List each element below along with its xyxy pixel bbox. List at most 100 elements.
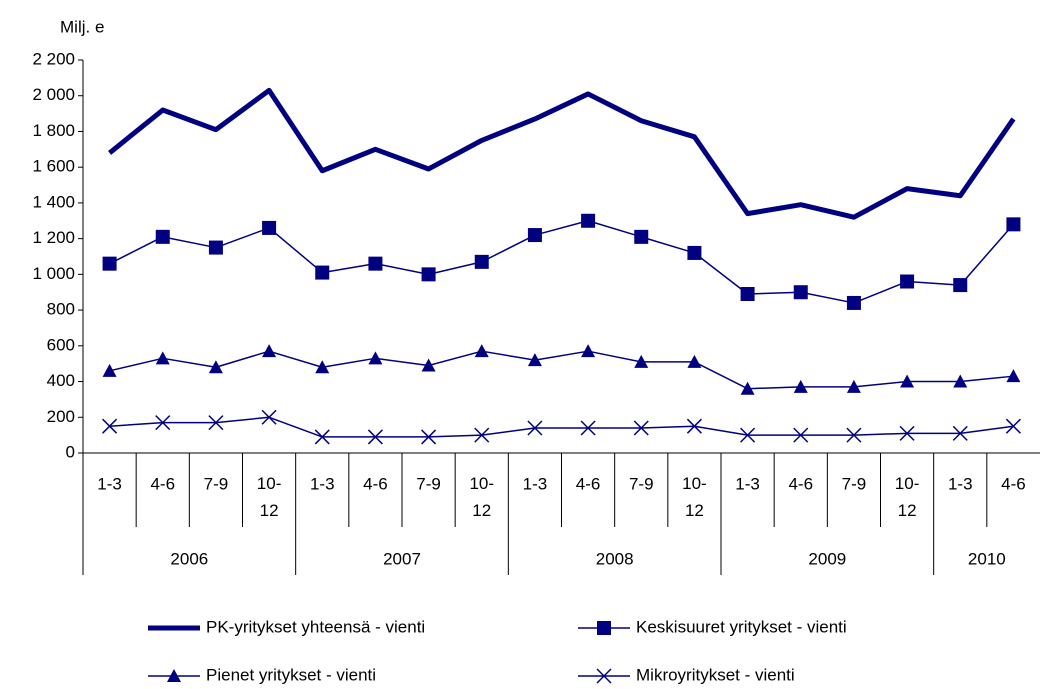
series-line bbox=[109, 220, 1014, 304]
marker bbox=[367, 429, 383, 445]
x-tick-label: 7-9 bbox=[204, 474, 229, 493]
group-label: 2006 bbox=[170, 549, 208, 568]
y-tick-label: 1 400 bbox=[32, 192, 75, 211]
marker bbox=[740, 381, 755, 395]
x-tick-label: 10-12 bbox=[682, 474, 707, 520]
marker bbox=[315, 360, 330, 374]
marker bbox=[421, 358, 436, 372]
marker bbox=[953, 278, 968, 293]
marker bbox=[793, 379, 808, 393]
marker bbox=[261, 409, 277, 425]
marker bbox=[155, 229, 170, 244]
marker bbox=[900, 374, 915, 388]
marker bbox=[315, 265, 330, 280]
marker bbox=[687, 354, 702, 368]
marker bbox=[900, 274, 915, 289]
y-tick-label: 0 bbox=[66, 442, 75, 461]
marker bbox=[580, 420, 596, 436]
series-line bbox=[108, 87, 1016, 220]
group-label: 2009 bbox=[808, 549, 846, 568]
y-tick-label: 800 bbox=[47, 300, 75, 319]
x-tick-label: 1-3 bbox=[948, 474, 973, 493]
marker bbox=[208, 360, 223, 374]
x-tick-label: 4-6 bbox=[1001, 474, 1026, 493]
y-tick-label: 2 000 bbox=[32, 85, 75, 104]
y-tick-label: 1 800 bbox=[32, 121, 75, 140]
marker bbox=[102, 363, 117, 377]
y-axis-label: Milj. e bbox=[60, 17, 104, 36]
group-label: 2007 bbox=[383, 549, 421, 568]
marker bbox=[421, 267, 436, 282]
marker bbox=[634, 354, 649, 368]
x-tick-label: 1-3 bbox=[735, 474, 760, 493]
y-tick-label: 200 bbox=[47, 407, 75, 426]
marker bbox=[793, 285, 808, 300]
legend-label: Mikroyritykset - vienti bbox=[636, 665, 795, 684]
legend-label: Pienet yritykset - vienti bbox=[206, 665, 376, 684]
series-line bbox=[109, 416, 1014, 438]
marker bbox=[581, 344, 596, 358]
marker bbox=[953, 374, 968, 388]
marker bbox=[262, 220, 277, 235]
x-tick-label: 4-6 bbox=[576, 474, 601, 493]
marker bbox=[527, 353, 542, 367]
marker bbox=[421, 429, 437, 445]
x-tick-label: 4-6 bbox=[363, 474, 388, 493]
marker bbox=[634, 229, 649, 244]
x-tick-label: 1-3 bbox=[97, 474, 122, 493]
x-tick-label: 7-9 bbox=[416, 474, 441, 493]
marker bbox=[368, 351, 383, 365]
marker bbox=[102, 418, 118, 434]
marker bbox=[155, 351, 170, 365]
group-label: 2008 bbox=[596, 549, 634, 568]
x-tick-label: 1-3 bbox=[523, 474, 548, 493]
marker bbox=[314, 429, 330, 445]
legend-label: PK-yritykset yhteensä - vienti bbox=[206, 617, 425, 636]
y-tick-label: 600 bbox=[47, 335, 75, 354]
marker bbox=[102, 256, 117, 271]
marker bbox=[155, 415, 171, 431]
marker bbox=[1006, 369, 1021, 383]
marker bbox=[740, 287, 755, 302]
marker bbox=[368, 256, 383, 271]
marker bbox=[581, 213, 596, 228]
group-label: 2010 bbox=[968, 549, 1006, 568]
marker bbox=[899, 425, 915, 441]
marker bbox=[208, 415, 224, 431]
marker bbox=[474, 254, 489, 269]
marker bbox=[1006, 217, 1021, 232]
x-tick-label: 1-3 bbox=[310, 474, 335, 493]
marker bbox=[262, 344, 277, 358]
x-tick-label: 10-12 bbox=[469, 474, 494, 520]
y-tick-label: 1 600 bbox=[32, 157, 75, 176]
marker bbox=[208, 240, 223, 255]
x-tick-label: 10-12 bbox=[895, 474, 920, 520]
marker bbox=[527, 228, 542, 243]
marker bbox=[474, 344, 489, 358]
legend-marker bbox=[596, 668, 612, 684]
y-tick-label: 400 bbox=[47, 371, 75, 390]
x-tick-label: 4-6 bbox=[150, 474, 175, 493]
marker bbox=[686, 418, 702, 434]
x-tick-label: 7-9 bbox=[842, 474, 867, 493]
y-tick-label: 1 000 bbox=[32, 264, 75, 283]
x-tick-label: 4-6 bbox=[788, 474, 813, 493]
marker bbox=[740, 427, 756, 443]
series-line bbox=[109, 350, 1014, 390]
marker bbox=[633, 420, 649, 436]
marker bbox=[687, 245, 702, 260]
marker bbox=[527, 420, 543, 436]
x-tick-label: 7-9 bbox=[629, 474, 654, 493]
marker bbox=[793, 427, 809, 443]
x-tick-label: 10-12 bbox=[257, 474, 282, 520]
y-tick-label: 1 200 bbox=[32, 228, 75, 247]
marker bbox=[474, 427, 490, 443]
legend-marker bbox=[167, 669, 181, 682]
marker bbox=[952, 425, 968, 441]
marker bbox=[846, 427, 862, 443]
marker bbox=[846, 295, 861, 310]
marker bbox=[846, 379, 861, 393]
legend-marker bbox=[597, 621, 611, 635]
marker bbox=[1005, 418, 1021, 434]
